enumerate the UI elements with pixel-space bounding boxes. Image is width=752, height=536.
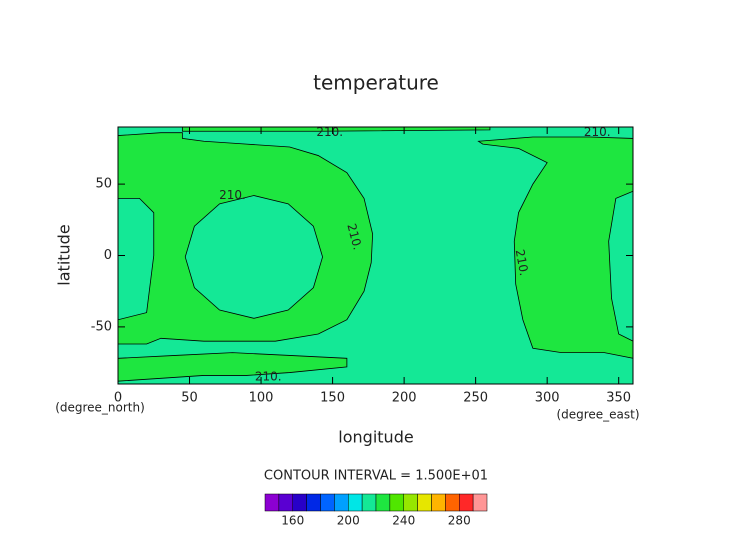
colorbar-box [306, 493, 321, 512]
contour-label: 210. [316, 125, 343, 139]
y-tick-label: 0 [104, 248, 112, 263]
colorbar-box [278, 493, 293, 512]
colorbar-box [292, 493, 307, 512]
x-tick-label: 350 [606, 391, 631, 406]
colorbar-tick-label: 240 [392, 514, 415, 528]
x-tick-label: 250 [463, 391, 488, 406]
x-tick-label: 300 [535, 391, 560, 406]
contour-label: 210. [255, 369, 282, 383]
x-units: (degree_east) [556, 408, 639, 422]
colorbar-box [417, 493, 432, 512]
x-tick-label: 150 [320, 391, 345, 406]
colorbar-box [320, 493, 335, 512]
x-tick-label: 0 [114, 391, 122, 406]
colorbar-box [334, 493, 349, 512]
colorbar-box [459, 493, 474, 512]
colorbar-tick-label: 160 [281, 514, 304, 528]
colorbar-box [389, 493, 404, 512]
chart-title: temperature [313, 71, 439, 95]
x-axis-label: longitude [338, 428, 413, 447]
contour-label: 210. [513, 248, 531, 277]
colorbar-box [472, 493, 488, 512]
colorbar-box [348, 493, 363, 512]
y-tick-label: -50 [91, 319, 112, 334]
y-tick-label: 50 [95, 177, 112, 192]
contour-label: 210. [344, 222, 364, 251]
colorbar-box [375, 493, 391, 512]
contour-region [184, 195, 323, 319]
y-axis-label: latitude [55, 224, 74, 285]
colorbar-box [361, 493, 377, 512]
colorbar-box [403, 493, 418, 512]
contour-label: 210. [219, 188, 246, 202]
contour-label: 210. [584, 125, 611, 139]
x-tick-label: 200 [392, 391, 417, 406]
x-tick-label: 50 [181, 391, 198, 406]
contour-interval: CONTOUR INTERVAL = 1.500E+01 [264, 469, 488, 484]
y-units: (degree_north) [55, 401, 145, 415]
colorbar-tick-label: 280 [448, 514, 471, 528]
colorbar-box [264, 493, 280, 512]
colorbar-box [431, 493, 446, 512]
x-tick-label: 100 [249, 391, 274, 406]
colorbar-box [445, 493, 460, 512]
contour-region [117, 352, 348, 382]
colorbar-tick-label: 200 [337, 514, 360, 528]
